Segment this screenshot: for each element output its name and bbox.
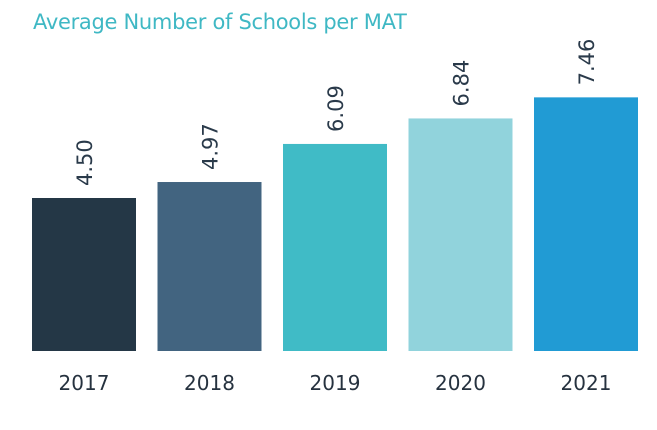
bar-2021 — [534, 97, 638, 351]
bar-2018 — [157, 182, 262, 351]
chart-title: Average Number of Schools per MAT — [33, 10, 407, 34]
data-label-2018: 4.97 — [199, 123, 223, 170]
bar-2017 — [32, 198, 136, 351]
x-tick-2018: 2018 — [184, 371, 235, 395]
data-label-2019: 6.09 — [324, 85, 348, 132]
x-tick-2020: 2020 — [435, 371, 486, 395]
data-label-2021: 7.46 — [575, 39, 599, 86]
bar-2019 — [283, 143, 387, 351]
x-tick-2019: 2019 — [310, 371, 361, 395]
x-tick-2021: 2021 — [561, 371, 612, 395]
bar-2020 — [408, 118, 513, 351]
data-label-2017: 4.50 — [73, 139, 97, 186]
x-tick-2017: 2017 — [59, 371, 110, 395]
data-label-2020: 6.84 — [450, 60, 474, 107]
